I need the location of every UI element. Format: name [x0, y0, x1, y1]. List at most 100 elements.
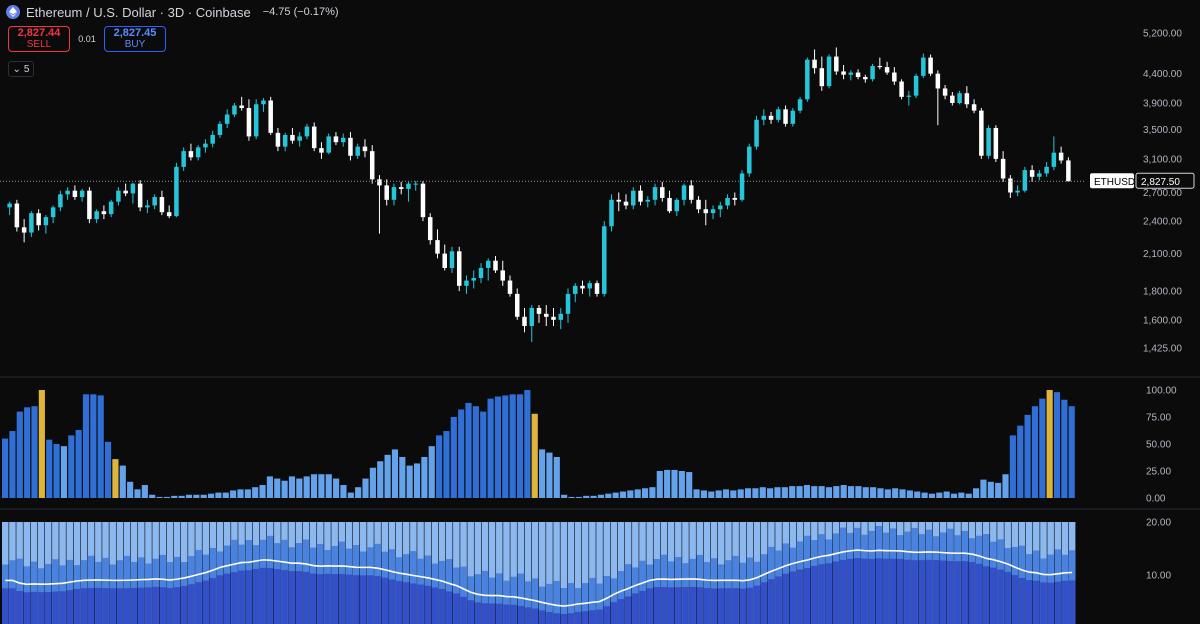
band-column — [911, 522, 918, 624]
buy-button[interactable]: 2,827.45 BUY — [104, 26, 166, 52]
band-column — [159, 522, 167, 624]
oscillator-bar — [965, 493, 972, 498]
candle — [333, 132, 339, 146]
candle — [979, 108, 984, 159]
oscillator-bar — [1046, 390, 1053, 498]
oscillator-bar — [318, 474, 325, 498]
candle — [340, 133, 346, 147]
band-column — [997, 522, 1004, 624]
oscillator-bar — [450, 417, 457, 498]
candle — [884, 61, 890, 75]
oscillator-bar — [1002, 474, 1009, 498]
band-column — [23, 522, 31, 624]
candle — [1029, 165, 1035, 182]
candle — [950, 92, 955, 106]
oscillator-bar — [730, 490, 737, 498]
band-column — [1025, 522, 1033, 624]
candlestick-series — [7, 47, 1071, 343]
band-column — [904, 522, 911, 624]
oscillator-bar — [31, 406, 38, 498]
candle — [558, 307, 564, 330]
candle — [297, 132, 302, 147]
candle — [870, 63, 875, 82]
candle — [1008, 175, 1013, 198]
oscillator-bar — [700, 490, 707, 498]
oscillator-bar — [1039, 398, 1046, 498]
oscillator-bar — [163, 496, 170, 498]
band-column — [696, 522, 704, 624]
candle — [326, 133, 331, 155]
band-column — [138, 522, 145, 624]
candle — [1000, 151, 1006, 182]
candle — [101, 205, 107, 220]
candle — [573, 283, 578, 303]
candle — [435, 229, 440, 259]
oscillator-bar — [921, 492, 928, 498]
band-column — [145, 522, 152, 624]
oscillator-bar — [60, 446, 68, 498]
band-column — [481, 522, 489, 624]
band-column — [811, 522, 818, 624]
price-tick-label: 3,100.00 — [1143, 154, 1182, 165]
oscillator-bar — [825, 487, 833, 498]
band-column — [130, 522, 138, 624]
band-column — [939, 522, 947, 624]
candle — [485, 258, 491, 281]
oscillator-bar — [811, 486, 818, 498]
band-column — [918, 522, 926, 624]
band-column — [352, 522, 360, 624]
band-column — [854, 522, 861, 624]
sell-button[interactable]: 2,827.44 SELL — [8, 26, 70, 52]
oscillator-bar — [641, 488, 649, 498]
candle — [957, 90, 962, 105]
band-column — [231, 522, 238, 624]
oscillator-bar — [678, 471, 685, 498]
band-column — [846, 522, 854, 624]
price-tick-label: 3,900.00 — [1143, 99, 1182, 110]
band-column — [309, 522, 317, 624]
band-column — [281, 522, 288, 624]
oscillator-bar — [2, 438, 9, 498]
collapse-indicators-button[interactable]: ⌄ 5 — [8, 61, 34, 77]
indicator-count: 5 — [23, 63, 30, 75]
oscillator-bar — [487, 398, 494, 498]
candle — [369, 145, 375, 184]
candle — [58, 190, 63, 212]
band-column — [209, 522, 217, 624]
candle — [43, 215, 49, 234]
candle — [181, 147, 186, 171]
band-column — [259, 522, 267, 624]
candle — [739, 170, 745, 202]
oscillator-bar — [230, 490, 237, 498]
band-column — [266, 522, 274, 624]
symbol-title[interactable]: Ethereum / U.S. Dollar · 3D · Coinbase — [26, 4, 251, 20]
band-column — [710, 522, 718, 624]
candle — [725, 194, 730, 210]
band-column — [30, 522, 38, 624]
candle — [355, 143, 360, 159]
candle — [239, 96, 244, 111]
candle — [587, 280, 593, 297]
band-column — [402, 522, 410, 624]
band-column — [1018, 522, 1026, 624]
band-column — [195, 522, 202, 624]
band-column — [982, 522, 990, 624]
band-column — [16, 522, 23, 624]
band-column — [725, 522, 732, 624]
candle — [478, 263, 484, 284]
band-column — [295, 522, 303, 624]
oscillator-bar — [847, 486, 855, 498]
oscillator-bar — [237, 489, 244, 498]
candle — [906, 90, 912, 106]
band-column — [825, 522, 832, 624]
band-column — [73, 522, 81, 624]
candle — [913, 73, 919, 99]
candle — [413, 181, 418, 191]
band-column — [567, 522, 575, 624]
candle — [602, 221, 607, 297]
oscillator-bar — [428, 446, 435, 498]
candle — [362, 139, 368, 158]
oscillator-bar — [833, 486, 840, 498]
band-column — [639, 522, 646, 624]
